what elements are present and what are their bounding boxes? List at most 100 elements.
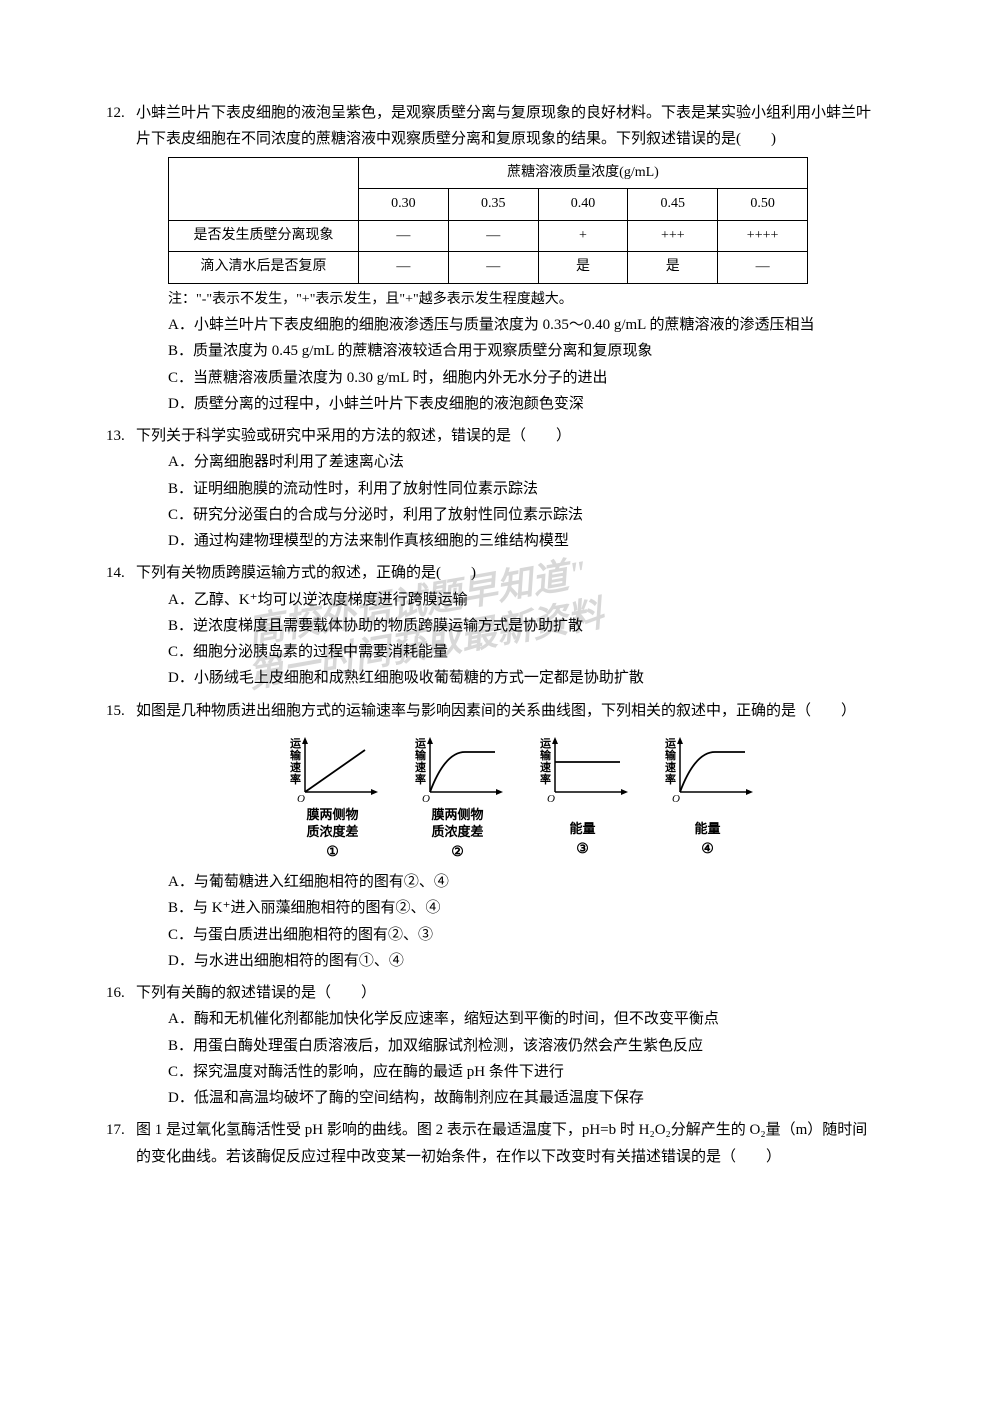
q17-stem: 图 1 是过氧化氢酶活性受 pH 影响的曲线。图 2 表示在最适温度下，pH=b… xyxy=(136,1117,872,1170)
g2-xlabel: 膜两侧物质浓度差 xyxy=(405,807,510,841)
q15-option-c: C．与蛋白质进出细胞相符的图有②、③ xyxy=(136,922,872,948)
q13-option-c: C．研究分泌蛋白的合成与分泌时，利用了放射性同位素示踪法 xyxy=(136,502,872,528)
q12-conc-1: 0.35 xyxy=(448,189,538,221)
q15-option-d: D．与水进出细胞相符的图有①、④ xyxy=(136,948,872,974)
q15-graph-2: 运 输 速 率 O 膜两侧物质浓度差 ② xyxy=(405,732,510,865)
svg-text:速: 速 xyxy=(665,760,676,774)
q14-stem: 下列有关物质跨膜运输方式的叙述，正确的是( ) xyxy=(136,560,872,586)
q12-r1-4: ++++ xyxy=(718,220,808,252)
q12-r1-1: — xyxy=(448,220,538,252)
g4-xlabel: 能量 xyxy=(655,807,760,838)
q13-c-text: 研究分泌蛋白的合成与分泌时，利用了放射性同位素示踪法 xyxy=(193,507,583,523)
q14-b-text: 逆浓度梯度且需要载体协助的物质跨膜运输方式是协助扩散 xyxy=(193,618,583,634)
g1-num: ① xyxy=(280,841,385,866)
q15-d-text: 与水进出细胞相符的图有①、④ xyxy=(194,953,404,969)
question-13: 13. 下列关于科学实验或研究中采用的方法的叙述，错误的是（ ） A．分离细胞器… xyxy=(136,423,872,554)
q12-stem: 小蚌兰叶片下表皮细胞的液泡呈紫色，是观察质壁分离与复原现象的良好材料。下表是某实… xyxy=(136,100,872,153)
q14-number: 14. xyxy=(106,560,136,586)
q13-option-d: D．通过构建物理模型的方法来制作真核细胞的三维结构模型 xyxy=(136,528,872,554)
q12-conc-0: 0.30 xyxy=(359,189,449,221)
q12-r2-4: — xyxy=(718,252,808,284)
q15-b-text: 与 K⁺进入丽藻细胞相符的图有②、④ xyxy=(193,900,441,916)
q12-r2-2: 是 xyxy=(538,252,628,284)
q12-b-text: 质量浓度为 0.45 g/mL 的蔗糖溶液较适合用于观察质壁分离和复原现象 xyxy=(193,343,652,359)
svg-text:O: O xyxy=(422,793,430,805)
question-17: 17. 图 1 是过氧化氢酶活性受 pH 影响的曲线。图 2 表示在最适温度下，… xyxy=(136,1117,872,1170)
q12-option-b: B．质量浓度为 0.45 g/mL 的蔗糖溶液较适合用于观察质壁分离和复原现象 xyxy=(136,338,872,364)
graph-1-svg: 运 输 速 率 O xyxy=(280,732,385,807)
svg-text:输: 输 xyxy=(415,748,427,762)
svg-text:输: 输 xyxy=(290,748,302,762)
q15-graph-1: 运 输 速 率 O 膜两侧物质浓度差 ① xyxy=(280,732,385,865)
svg-text:速: 速 xyxy=(290,760,301,774)
q14-a-text: 乙醇、K⁺均可以逆浓度梯度进行跨膜运输 xyxy=(194,592,468,608)
q12-r1-0: — xyxy=(359,220,449,252)
svg-text:率: 率 xyxy=(290,772,301,786)
graph-2-svg: 运 输 速 率 O xyxy=(405,732,510,807)
svg-text:速: 速 xyxy=(540,760,551,774)
g3-xlabel: 能量 xyxy=(530,807,635,838)
q13-b-text: 证明细胞膜的流动性时，利用了放射性同位素示踪法 xyxy=(193,481,538,497)
q15-graph-3: 运 输 速 率 O 能量 ③ xyxy=(530,732,635,865)
question-14: 14. 下列有关物质跨膜运输方式的叙述，正确的是( ) A．乙醇、K⁺均可以逆浓… xyxy=(136,560,872,691)
g1-xlabel: 膜两侧物质浓度差 xyxy=(280,807,385,841)
q12-row2-label: 滴入清水后是否复原 xyxy=(169,252,359,284)
q12-d-text: 质壁分离的过程中，小蚌兰叶片下表皮细胞的液泡颜色变深 xyxy=(194,396,584,412)
question-12: 12. 小蚌兰叶片下表皮细胞的液泡呈紫色，是观察质壁分离与复原现象的良好材料。下… xyxy=(136,100,872,417)
q12-r1-3: +++ xyxy=(628,220,718,252)
q16-a-text: 酶和无机催化剂都能加快化学反应速率，缩短达到平衡的时间，但不改变平衡点 xyxy=(194,1011,719,1027)
q13-d-text: 通过构建物理模型的方法来制作真核细胞的三维结构模型 xyxy=(194,533,569,549)
q12-row1-label: 是否发生质壁分离现象 xyxy=(169,220,359,252)
q12-c-text: 当蔗糖溶液质量浓度为 0.30 g/mL 时，细胞内外无水分子的进出 xyxy=(193,370,607,386)
q15-number: 15. xyxy=(106,698,136,724)
q15-graph-4: 运 输 速 率 O 能量 ④ xyxy=(655,732,760,865)
q16-number: 16. xyxy=(106,980,136,1006)
g3-num: ③ xyxy=(530,838,635,863)
q14-option-d: D．小肠绒毛上皮细胞和成熟红细胞吸收葡萄糖的方式一定都是协助扩散 xyxy=(136,665,872,691)
q12-number: 12. xyxy=(106,100,136,126)
q16-stem: 下列有关酶的叙述错误的是（ ） xyxy=(136,980,872,1006)
q15-option-b: B．与 K⁺进入丽藻细胞相符的图有②、④ xyxy=(136,895,872,921)
q15-a-text: 与葡萄糖进入红细胞相符的图有②、④ xyxy=(194,874,449,890)
question-15: 15. 如图是几种物质进出细胞方式的运输速率与影响因素间的关系曲线图，下列相关的… xyxy=(136,698,872,975)
q12-r2-3: 是 xyxy=(628,252,718,284)
q14-option-b: B．逆浓度梯度且需要载体协助的物质跨膜运输方式是协助扩散 xyxy=(136,613,872,639)
q12-note: 注："-"表示不发生，"+"表示发生，且"+"越多表示发生程度越大。 xyxy=(136,288,872,313)
svg-text:输: 输 xyxy=(665,748,677,762)
q15-option-a: A．与葡萄糖进入红细胞相符的图有②、④ xyxy=(136,869,872,895)
q15-stem: 如图是几种物质进出细胞方式的运输速率与影响因素间的关系曲线图，下列相关的叙述中，… xyxy=(136,698,872,724)
q12-option-a: A．小蚌兰叶片下表皮细胞的细胞液渗透压与质量浓度为 0.35～0.40 g/mL… xyxy=(136,312,872,338)
q14-option-a: A．乙醇、K⁺均可以逆浓度梯度进行跨膜运输 xyxy=(136,587,872,613)
q16-b-text: 用蛋白酶处理蛋白质溶液后，加双缩脲试剂检测，该溶液仍然会产生紫色反应 xyxy=(193,1038,703,1054)
svg-text:率: 率 xyxy=(665,772,676,786)
q14-d-text: 小肠绒毛上皮细胞和成熟红细胞吸收葡萄糖的方式一定都是协助扩散 xyxy=(194,670,644,686)
svg-text:输: 输 xyxy=(540,748,552,762)
svg-text:运: 运 xyxy=(415,737,426,750)
svg-text:O: O xyxy=(297,793,305,805)
q13-option-a: A．分离细胞器时利用了差速离心法 xyxy=(136,449,872,475)
q13-stem: 下列关于科学实验或研究中采用的方法的叙述，错误的是（ ） xyxy=(136,423,872,449)
q12-conc-2: 0.40 xyxy=(538,189,628,221)
q12-a-text: 小蚌兰叶片下表皮细胞的细胞液渗透压与质量浓度为 0.35～0.40 g/mL 的… xyxy=(194,317,815,333)
q16-option-a: A．酶和无机催化剂都能加快化学反应速率，缩短达到平衡的时间，但不改变平衡点 xyxy=(136,1006,872,1032)
q12-table-header: 蔗糖溶液质量浓度(g/mL) xyxy=(359,157,808,189)
graph-1-ylabel: 运 xyxy=(290,737,301,750)
g2-num: ② xyxy=(405,841,510,866)
svg-text:率: 率 xyxy=(415,772,426,786)
q12-table: 蔗糖溶液质量浓度(g/mL) 0.30 0.35 0.40 0.45 0.50 … xyxy=(168,157,808,284)
svg-text:运: 运 xyxy=(540,737,551,750)
g4-num: ④ xyxy=(655,838,760,863)
q16-c-text: 探究温度对酶活性的影响，应在酶的最适 pH 条件下进行 xyxy=(193,1064,564,1080)
svg-text:运: 运 xyxy=(665,737,676,750)
q12-r1-2: + xyxy=(538,220,628,252)
q13-option-b: B．证明细胞膜的流动性时，利用了放射性同位素示踪法 xyxy=(136,476,872,502)
graph-4-svg: 运 输 速 率 O xyxy=(655,732,760,807)
question-16: 16. 下列有关酶的叙述错误的是（ ） A．酶和无机催化剂都能加快化学反应速率，… xyxy=(136,980,872,1111)
q12-conc-3: 0.45 xyxy=(628,189,718,221)
graph-3-svg: 运 输 速 率 O xyxy=(530,732,635,807)
q12-conc-4: 0.50 xyxy=(718,189,808,221)
q12-option-d: D．质壁分离的过程中，小蚌兰叶片下表皮细胞的液泡颜色变深 xyxy=(136,391,872,417)
q16-option-d: D．低温和高温均破坏了酶的空间结构，故酶制剂应在其最适温度下保存 xyxy=(136,1085,872,1111)
svg-text:速: 速 xyxy=(415,760,426,774)
q17-number: 17. xyxy=(106,1117,136,1143)
